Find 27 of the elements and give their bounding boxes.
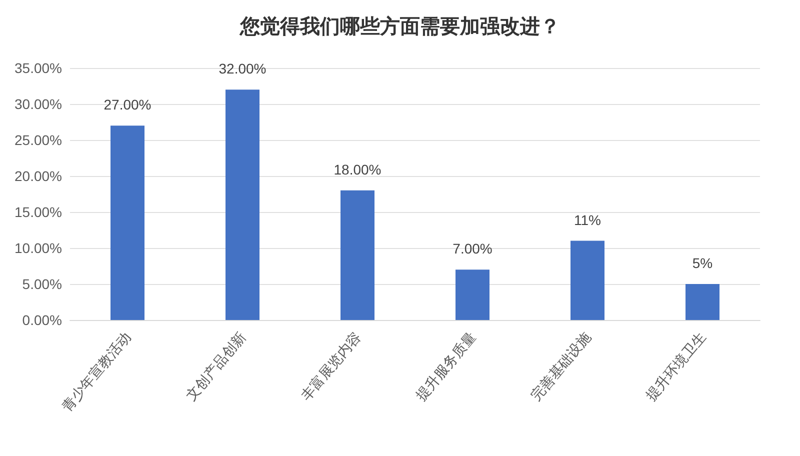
y-tick-label: 35.00% [14,60,62,76]
data-label: 32.00% [218,60,266,77]
bar [456,270,490,320]
y-tick-label: 20.00% [14,168,62,184]
y-tick-label: 25.00% [14,132,62,148]
data-label: 5% [692,255,713,271]
bar [226,90,260,320]
y-tick-label: 0.00% [22,312,62,328]
bar [686,284,720,320]
x-tick-label: 青少年宣教活动 [58,328,134,414]
y-tick-label: 30.00% [14,96,62,112]
bar [110,126,144,320]
y-tick-label: 10.00% [14,240,62,256]
data-label: 18.00% [334,161,382,178]
bar [340,190,374,320]
x-tick-label: 完善基础设施 [527,328,594,404]
y-tick-label: 5.00% [22,276,62,292]
x-tick-label: 文创产品创新 [182,328,249,404]
x-tick-label: 提升服务质量 [412,328,479,404]
bar [570,240,604,320]
data-label: 27.00% [104,96,152,113]
y-tick-label: 15.00% [14,204,62,220]
data-label: 7.00% [452,240,492,257]
chart-title: 您觉得我们哪些方面需要加强改进？ [239,15,560,38]
data-label: 11% [574,212,601,228]
x-tick-label: 丰富展览内容 [297,328,364,404]
x-tick-label: 提升环境卫生 [642,328,709,404]
